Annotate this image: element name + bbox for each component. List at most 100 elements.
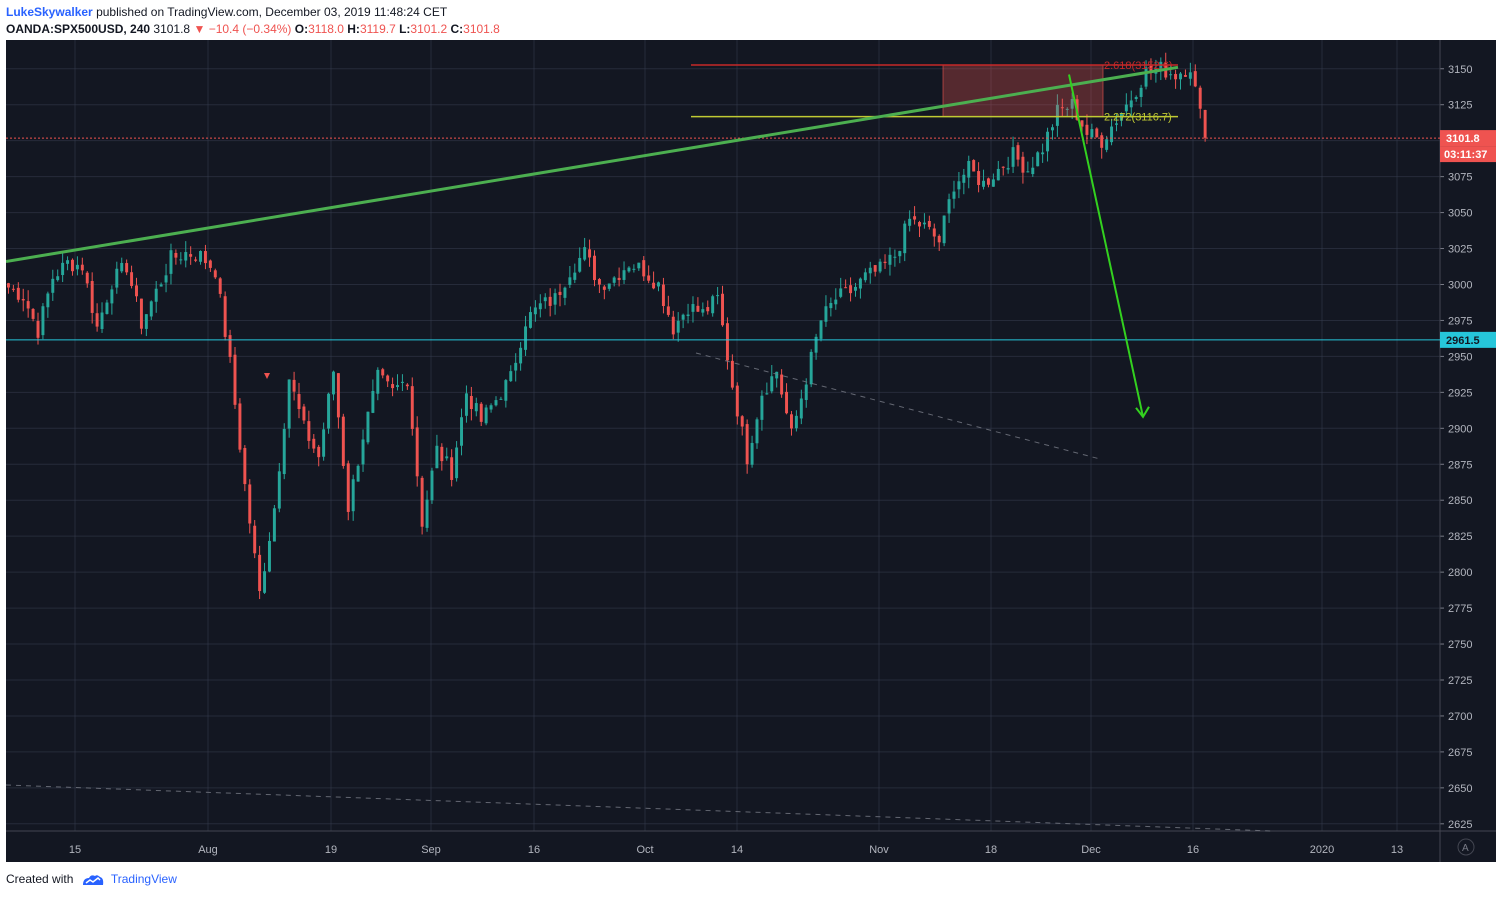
x-tick-label-11: 2020 bbox=[1310, 844, 1334, 856]
candle-body-91 bbox=[455, 447, 459, 479]
candle-body-89 bbox=[445, 456, 449, 459]
candle-body-209 bbox=[1036, 152, 1040, 167]
candle-body-88 bbox=[440, 446, 444, 462]
candle-body-26 bbox=[135, 285, 138, 297]
candle-body-112 bbox=[558, 291, 562, 296]
candle-body-242 bbox=[1198, 87, 1202, 109]
candle-body-53 bbox=[267, 540, 271, 572]
candle-body-13 bbox=[71, 259, 74, 272]
candle-body-187 bbox=[927, 220, 931, 227]
candle-body-76 bbox=[381, 369, 385, 376]
candle-body-130 bbox=[647, 275, 651, 281]
candle-body-188 bbox=[932, 228, 936, 237]
created-with-text: Created with bbox=[6, 872, 74, 886]
candle-body-124 bbox=[617, 277, 621, 281]
candle-body-27 bbox=[139, 298, 143, 329]
candle-body-125 bbox=[622, 270, 626, 280]
candle-body-29 bbox=[149, 301, 153, 317]
y-tick-label-7: 2975 bbox=[1448, 315, 1472, 327]
candle-body-162 bbox=[804, 384, 808, 400]
candle-body-132 bbox=[657, 282, 660, 287]
candle-body-105 bbox=[524, 326, 528, 350]
candle-body-17 bbox=[90, 281, 94, 313]
candle-body-19 bbox=[100, 312, 104, 329]
symbol-label[interactable]: OANDA:SPX500USD, 240 bbox=[6, 22, 151, 36]
candle-body-183 bbox=[908, 218, 912, 226]
candle-body-133 bbox=[661, 284, 665, 307]
candle-body-194 bbox=[962, 174, 966, 183]
candle-body-114 bbox=[568, 277, 572, 285]
candle-body-82 bbox=[410, 386, 414, 429]
last-price: 3101.8 bbox=[153, 22, 191, 36]
candle-body-177 bbox=[878, 261, 882, 272]
y-tick-label-3: 3075 bbox=[1448, 172, 1472, 184]
high-label: H: bbox=[347, 22, 360, 36]
candle-body-75 bbox=[376, 369, 380, 394]
y-tick-label-12: 2850 bbox=[1448, 495, 1472, 507]
candle-body-224 bbox=[1110, 126, 1114, 143]
candle-body-134 bbox=[666, 306, 670, 315]
candle-body-201 bbox=[996, 168, 1000, 181]
marker-triangle bbox=[264, 373, 270, 379]
candle-body-95 bbox=[474, 403, 478, 412]
candle-body-131 bbox=[652, 282, 656, 289]
candle-body-219 bbox=[1085, 124, 1089, 135]
chart-header: LukeSkywalker published on TradingView.c… bbox=[6, 3, 1496, 43]
candle-body-200 bbox=[991, 179, 995, 187]
candle-body-158 bbox=[785, 391, 789, 414]
candle-body-154 bbox=[765, 393, 769, 395]
candle-body-184 bbox=[913, 216, 917, 220]
candle-body-129 bbox=[642, 260, 646, 277]
candle-body-231 bbox=[1144, 67, 1148, 87]
down-arrow-icon: ▼ bbox=[193, 22, 206, 36]
candle-body-190 bbox=[942, 215, 946, 244]
candle-body-111 bbox=[553, 293, 557, 305]
x-tick-label-6: 14 bbox=[731, 844, 743, 856]
candle-body-117 bbox=[583, 247, 587, 260]
tradingview-link[interactable]: TradingView bbox=[110, 872, 177, 886]
candle-body-71 bbox=[356, 465, 360, 482]
candle-body-61 bbox=[307, 421, 311, 441]
candle-body-175 bbox=[868, 267, 872, 274]
price-chart[interactable]: 3150312531003075305030253000297529502925… bbox=[6, 40, 1496, 862]
x-tick-label-10: 16 bbox=[1187, 844, 1199, 856]
chart-area[interactable]: 3150312531003075305030253000297529502925… bbox=[6, 40, 1496, 862]
candle-body-73 bbox=[366, 411, 370, 443]
low-label: L: bbox=[399, 22, 411, 36]
candle-body-186 bbox=[922, 222, 926, 225]
candle-body-104 bbox=[519, 347, 523, 364]
candle-body-143 bbox=[711, 296, 715, 314]
candle-body-2 bbox=[16, 287, 20, 300]
candle-body-121 bbox=[602, 286, 606, 290]
candle-body-153 bbox=[760, 395, 764, 420]
candle-body-54 bbox=[272, 508, 276, 542]
candle-body-169 bbox=[839, 288, 843, 297]
candle-body-72 bbox=[361, 439, 365, 465]
author-link[interactable]: LukeSkywalker bbox=[6, 5, 93, 19]
candle-body-123 bbox=[612, 277, 616, 283]
projection-arrow-line bbox=[1068, 74, 1144, 418]
candle-body-120 bbox=[597, 279, 601, 285]
candle-body-45 bbox=[228, 335, 232, 357]
close-label: C: bbox=[450, 22, 464, 36]
y-tick-label-20: 2650 bbox=[1448, 783, 1472, 795]
candle-body-84 bbox=[420, 477, 424, 527]
candle-body-232 bbox=[1149, 65, 1153, 72]
candle-body-55 bbox=[277, 471, 281, 509]
candle-body-160 bbox=[794, 415, 798, 429]
candle-body-28 bbox=[144, 314, 148, 329]
candle-body-65 bbox=[327, 393, 331, 429]
candle-body-216 bbox=[1070, 99, 1074, 109]
auto-scale-icon: A bbox=[1462, 843, 1469, 854]
candle-body-229 bbox=[1134, 97, 1138, 99]
candle-body-171 bbox=[849, 285, 853, 294]
candle-body-21 bbox=[110, 289, 114, 304]
candle-body-146 bbox=[725, 323, 729, 361]
candle-body-22 bbox=[115, 268, 119, 288]
y-tick-label-9: 2925 bbox=[1448, 387, 1472, 399]
fib-zone bbox=[942, 64, 1104, 118]
candle-body-207 bbox=[1026, 171, 1030, 173]
candle-body-59 bbox=[297, 394, 301, 409]
candle-body-77 bbox=[386, 375, 390, 382]
h-level-badge-text-1: 3101.8 bbox=[1446, 133, 1480, 145]
